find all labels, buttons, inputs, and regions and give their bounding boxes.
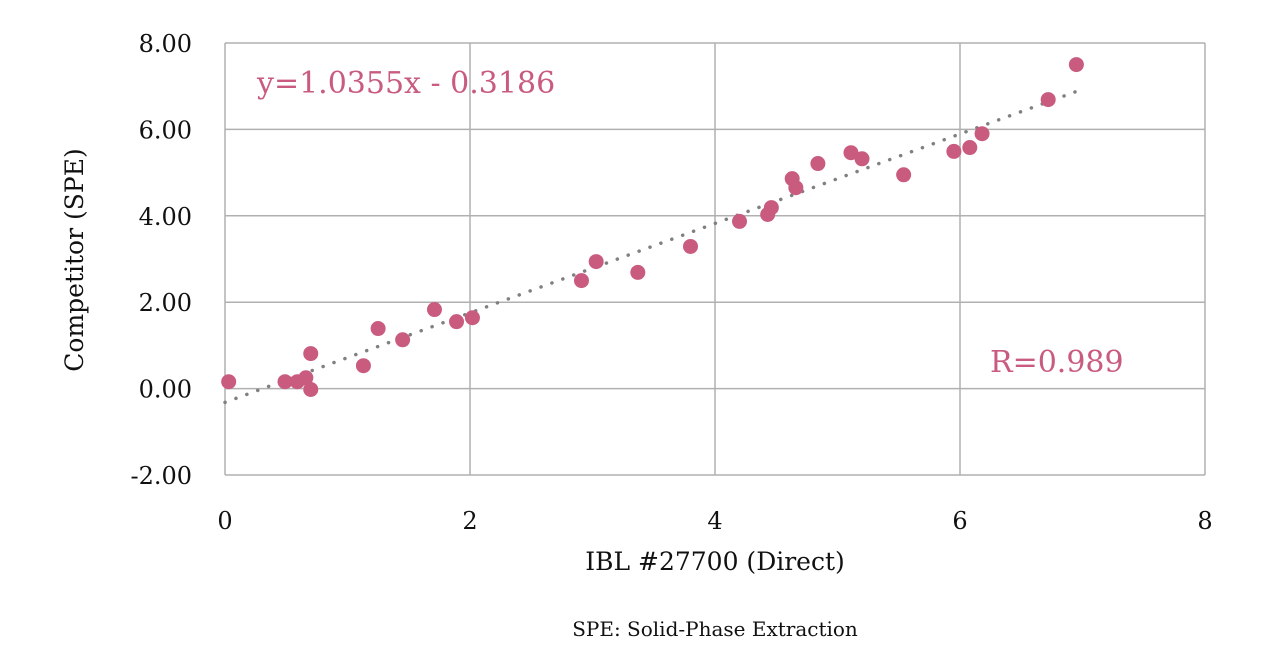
data-point [1068, 57, 1084, 73]
y-tick-label: 6.00 [139, 116, 192, 144]
data-point [277, 374, 293, 390]
r-value-label: R=0.989 [990, 345, 1124, 380]
x-tick-label: 6 [952, 507, 967, 535]
data-point [843, 145, 859, 161]
x-axis-ticks: 0 2 4 6 8 [217, 507, 1212, 535]
y-tick-label: 0.00 [139, 376, 192, 404]
data-point [974, 126, 990, 142]
data-point [854, 151, 870, 167]
data-point [464, 310, 480, 326]
data-point [573, 273, 589, 289]
y-axis-ticks: -2.00 0.00 2.00 4.00 6.00 8.00 [130, 30, 192, 490]
data-point [303, 346, 319, 362]
y-tick-label: 4.00 [139, 203, 192, 231]
data-point [683, 238, 698, 254]
x-tick-label: 2 [462, 507, 477, 535]
data-point [962, 140, 978, 156]
data-point [303, 381, 319, 397]
data-point [355, 358, 371, 374]
data-point [370, 321, 386, 337]
data-point [763, 200, 779, 216]
data-point [426, 302, 442, 318]
footnote: SPE: Solid-Phase Extraction [572, 617, 858, 641]
y-tick-label: -2.00 [130, 462, 192, 490]
y-axis-title: Competitor (SPE) [60, 148, 89, 371]
data-point [788, 180, 804, 196]
data-point [810, 156, 826, 172]
trendline [223, 89, 1079, 405]
data-point [946, 143, 962, 159]
data-point [449, 314, 465, 330]
x-tick-label: 0 [217, 507, 232, 535]
x-tick-label: 4 [707, 507, 722, 535]
x-tick-label: 8 [1197, 507, 1212, 535]
data-point [588, 254, 604, 270]
data-point [896, 167, 912, 183]
data-point [630, 264, 646, 280]
data-point [221, 374, 237, 390]
data-points [221, 57, 1084, 397]
y-tick-label: 2.00 [139, 289, 192, 317]
trendline-path [223, 89, 1079, 405]
x-axis-title: IBL #27700 (Direct) [585, 547, 845, 576]
grid [224, 42, 1206, 476]
y-tick-label: 8.00 [139, 30, 192, 58]
data-point [395, 332, 411, 348]
data-point [298, 370, 314, 386]
data-point [732, 213, 747, 229]
equation-label: y=1.0355x - 0.3186 [256, 66, 555, 101]
data-point [1040, 92, 1056, 108]
